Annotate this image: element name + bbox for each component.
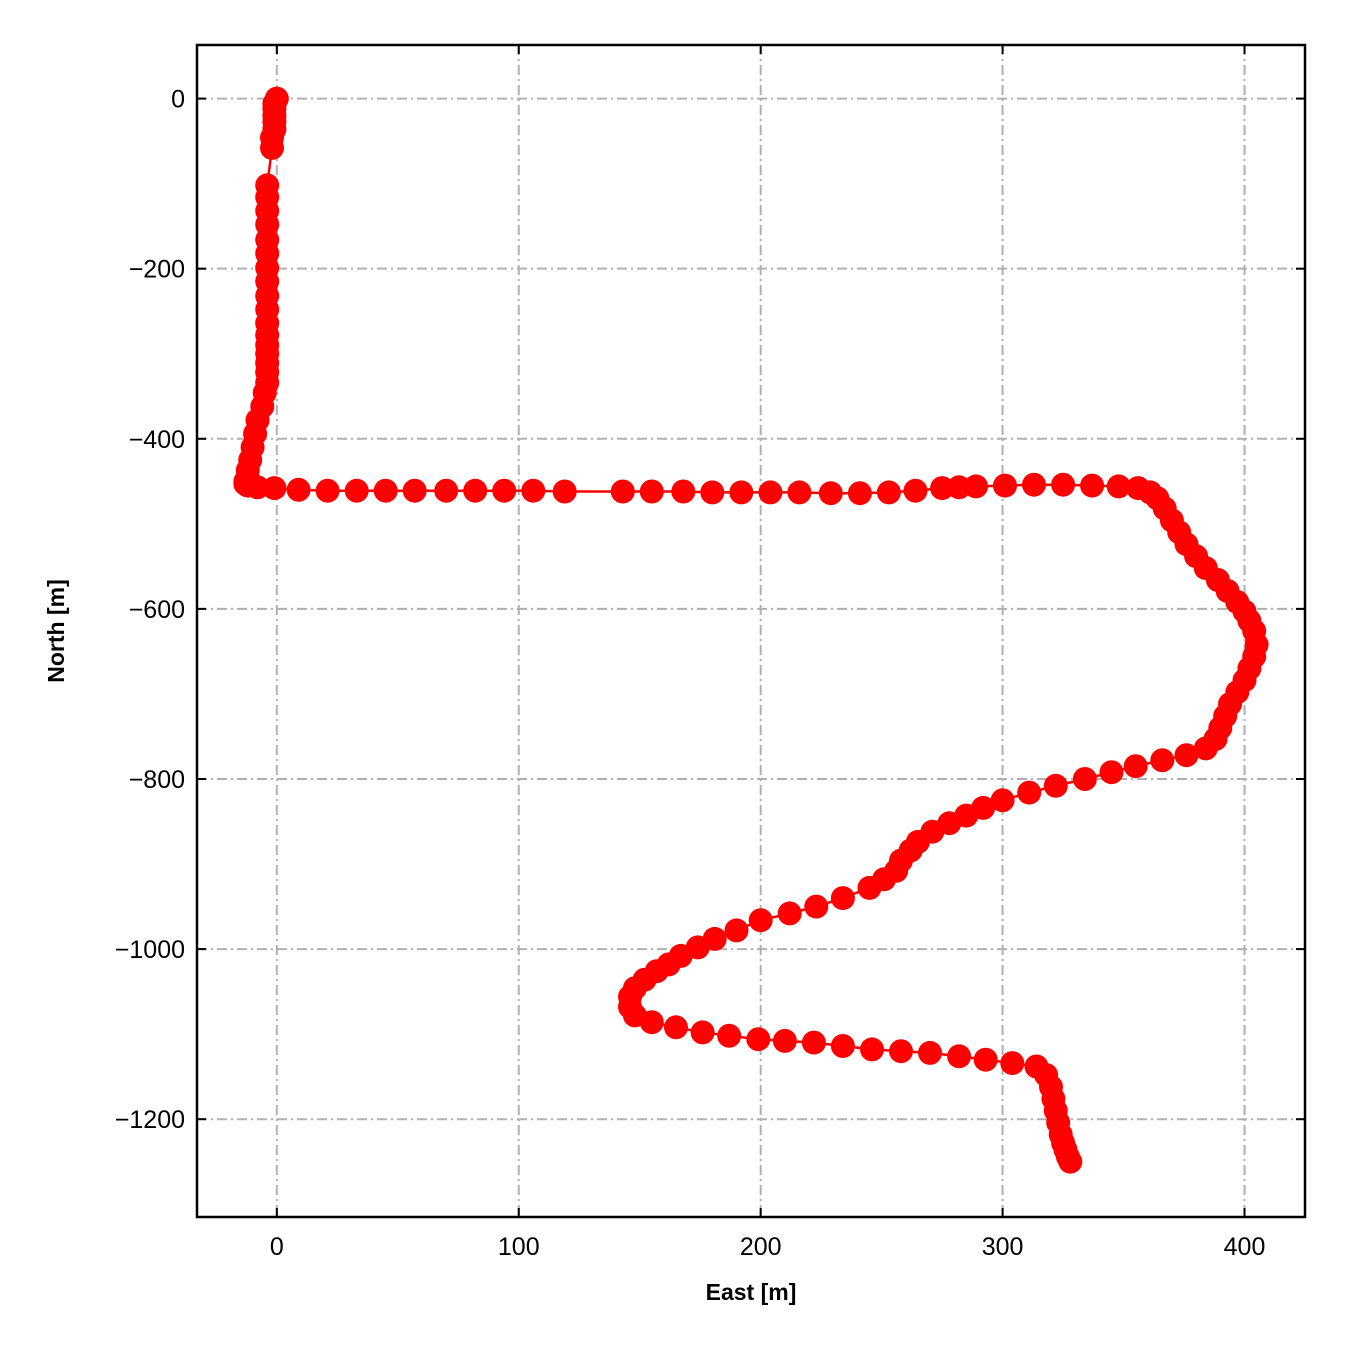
trajectory-point xyxy=(610,479,635,504)
y-tick-label: −1000 xyxy=(115,936,185,964)
trajectory-point xyxy=(1022,472,1046,497)
trajectory-point xyxy=(947,475,972,500)
trajectory-point xyxy=(993,473,1017,498)
trajectory-point xyxy=(552,479,577,504)
trajectory-point xyxy=(947,1044,972,1069)
trajectory-point xyxy=(700,480,725,505)
ticks: 0 100 200 300 400 0 −200 −400 −600 −800 −1000 −1200 xyxy=(115,45,1305,1261)
trajectory-point xyxy=(717,1023,742,1048)
trajectory-point xyxy=(671,479,696,504)
trajectory-point xyxy=(818,481,843,506)
x-tick-label: 100 xyxy=(498,1233,540,1261)
x-tick-label: 200 xyxy=(740,1233,782,1261)
trajectory-point xyxy=(463,478,488,503)
trajectory-point xyxy=(1043,773,1068,798)
series-layer xyxy=(233,86,1269,1174)
trajectory-point xyxy=(1123,754,1148,779)
y-tick-label: −200 xyxy=(129,256,185,284)
trajectory-point xyxy=(724,918,749,943)
trajectory-point xyxy=(930,476,955,501)
trajectory-point xyxy=(434,478,459,503)
x-axis-label: East [m] xyxy=(706,1279,797,1305)
trajectory-point xyxy=(1099,760,1124,785)
trajectory-point xyxy=(1000,1051,1025,1076)
y-axis-label: North [m] xyxy=(43,579,69,682)
plot-frame xyxy=(195,43,1307,1219)
y-tick-label: −400 xyxy=(129,426,185,454)
trajectory-point xyxy=(746,1027,771,1052)
trajectory-point xyxy=(918,1040,942,1065)
trajectory-point xyxy=(857,875,882,900)
trajectory-point xyxy=(787,480,812,505)
x-tick-label: 300 xyxy=(982,1233,1024,1261)
trajectory-point xyxy=(639,479,664,504)
trajectory-point xyxy=(1072,767,1097,791)
trajectory-point xyxy=(801,1030,826,1055)
trajectory-point xyxy=(1080,473,1105,498)
trajectory-point xyxy=(1058,1149,1083,1174)
trajectory-point xyxy=(830,1034,855,1058)
plot-background xyxy=(197,45,1305,1217)
trajectory-point xyxy=(876,480,901,505)
trajectory-point xyxy=(973,1047,998,1072)
trajectory-point xyxy=(1193,736,1218,761)
trajectory-point xyxy=(777,901,802,926)
trajectory-point xyxy=(1017,780,1042,805)
trajectory-point xyxy=(1106,474,1131,499)
x-tick-label: 400 xyxy=(1224,1233,1266,1261)
trajectory-point xyxy=(729,480,754,505)
trajectory-point xyxy=(521,478,546,503)
y-tick-label: −600 xyxy=(129,596,185,624)
trajectory-point xyxy=(860,1037,884,1062)
trajectory-point xyxy=(262,476,287,501)
trajectory-point xyxy=(315,478,340,503)
trajectory-point xyxy=(664,1015,688,1040)
trajectory-point xyxy=(1174,743,1199,768)
trajectory-point xyxy=(1150,748,1175,773)
trajectory-point xyxy=(492,478,517,503)
y-tick-label: 0 xyxy=(171,86,185,114)
trajectory-point xyxy=(1051,472,1076,497)
x-tick-label: 0 xyxy=(270,1233,284,1261)
trajectory-point xyxy=(758,480,783,505)
trajectory-point xyxy=(260,135,284,160)
trajectory-point xyxy=(286,477,311,502)
trajectory-point xyxy=(964,474,988,499)
trajectory-point xyxy=(639,1010,664,1035)
trajectory-point xyxy=(847,481,872,506)
trajectory-point xyxy=(903,478,928,503)
trajectory-point xyxy=(772,1028,797,1053)
trajectory-point xyxy=(245,475,270,500)
trajectory-point xyxy=(830,886,855,911)
trajectory-point xyxy=(373,478,398,503)
trajectory-point xyxy=(344,478,369,503)
y-tick-label: −1200 xyxy=(115,1106,185,1134)
trajectory-point xyxy=(804,894,829,919)
trajectory-point xyxy=(690,1020,715,1045)
y-tick-label: −800 xyxy=(129,766,185,794)
trajectory-point xyxy=(402,478,427,503)
trajectory-point xyxy=(748,908,773,933)
trajectory-point xyxy=(990,788,1015,813)
trajectory-point xyxy=(889,1039,913,1064)
